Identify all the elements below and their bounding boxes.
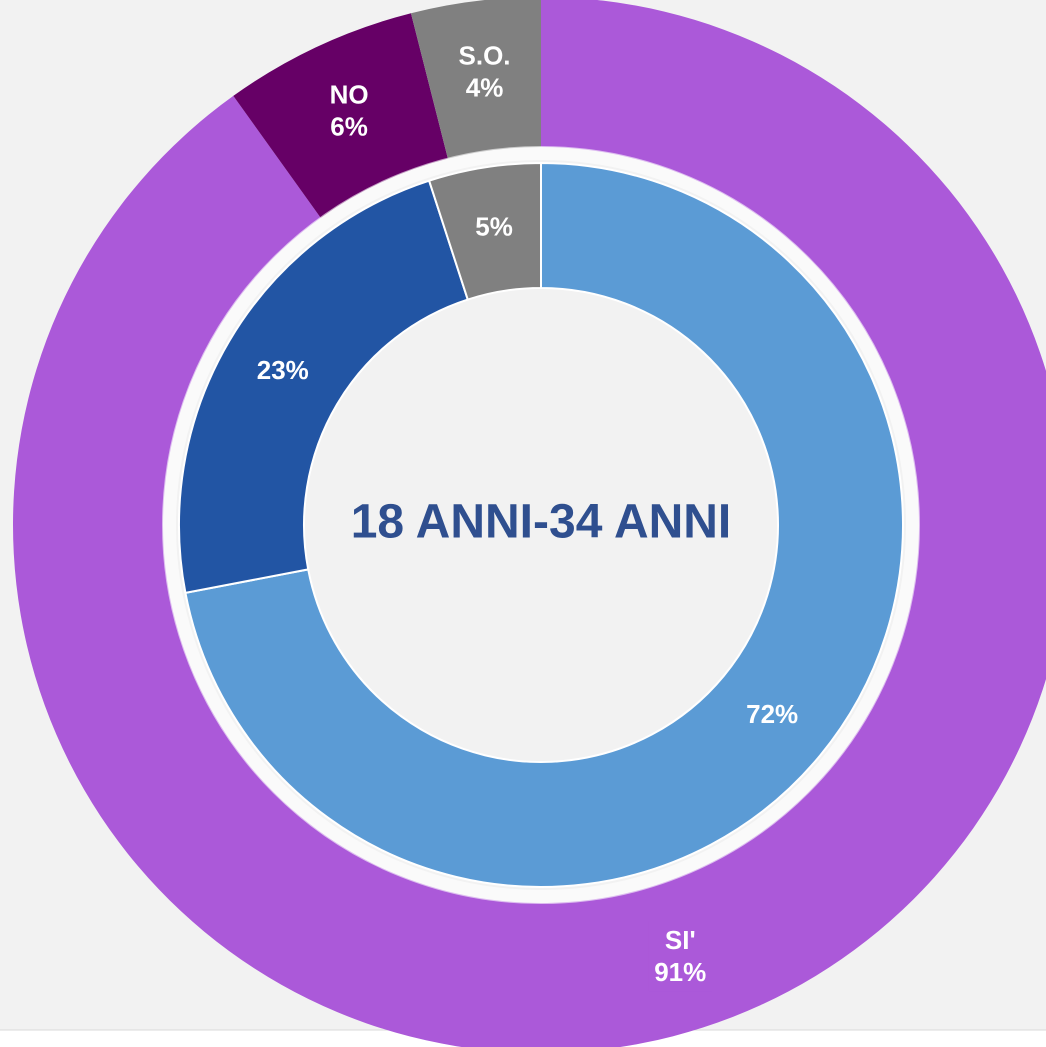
label-box bbox=[648, 921, 713, 992]
category-label: NO bbox=[330, 79, 369, 109]
donut-segment bbox=[178, 179, 470, 595]
data-label: NO6% bbox=[330, 79, 369, 141]
value-label: 91% bbox=[654, 957, 706, 987]
value-label: 6% bbox=[330, 111, 368, 141]
value-label: 72% bbox=[746, 699, 798, 729]
donut-segment bbox=[184, 161, 904, 888]
value-label: 4% bbox=[466, 72, 504, 102]
center-title: 18 ANNI-34 ANNI bbox=[351, 496, 732, 549]
donut-segment bbox=[233, 13, 448, 218]
category-label: SI' bbox=[665, 925, 696, 955]
data-label: S.O.4% bbox=[459, 40, 511, 102]
category-label: S.O. bbox=[459, 40, 511, 70]
value-label: 5% bbox=[475, 212, 513, 242]
donut-segment bbox=[410, 0, 541, 159]
value-label: 23% bbox=[257, 355, 309, 385]
data-label: 23% bbox=[257, 355, 309, 385]
ring-gap bbox=[162, 146, 920, 904]
donut-segment bbox=[427, 161, 542, 301]
data-label: SI'91% bbox=[648, 921, 713, 992]
data-label: 72% bbox=[746, 699, 798, 729]
data-label: 5% bbox=[475, 212, 513, 242]
